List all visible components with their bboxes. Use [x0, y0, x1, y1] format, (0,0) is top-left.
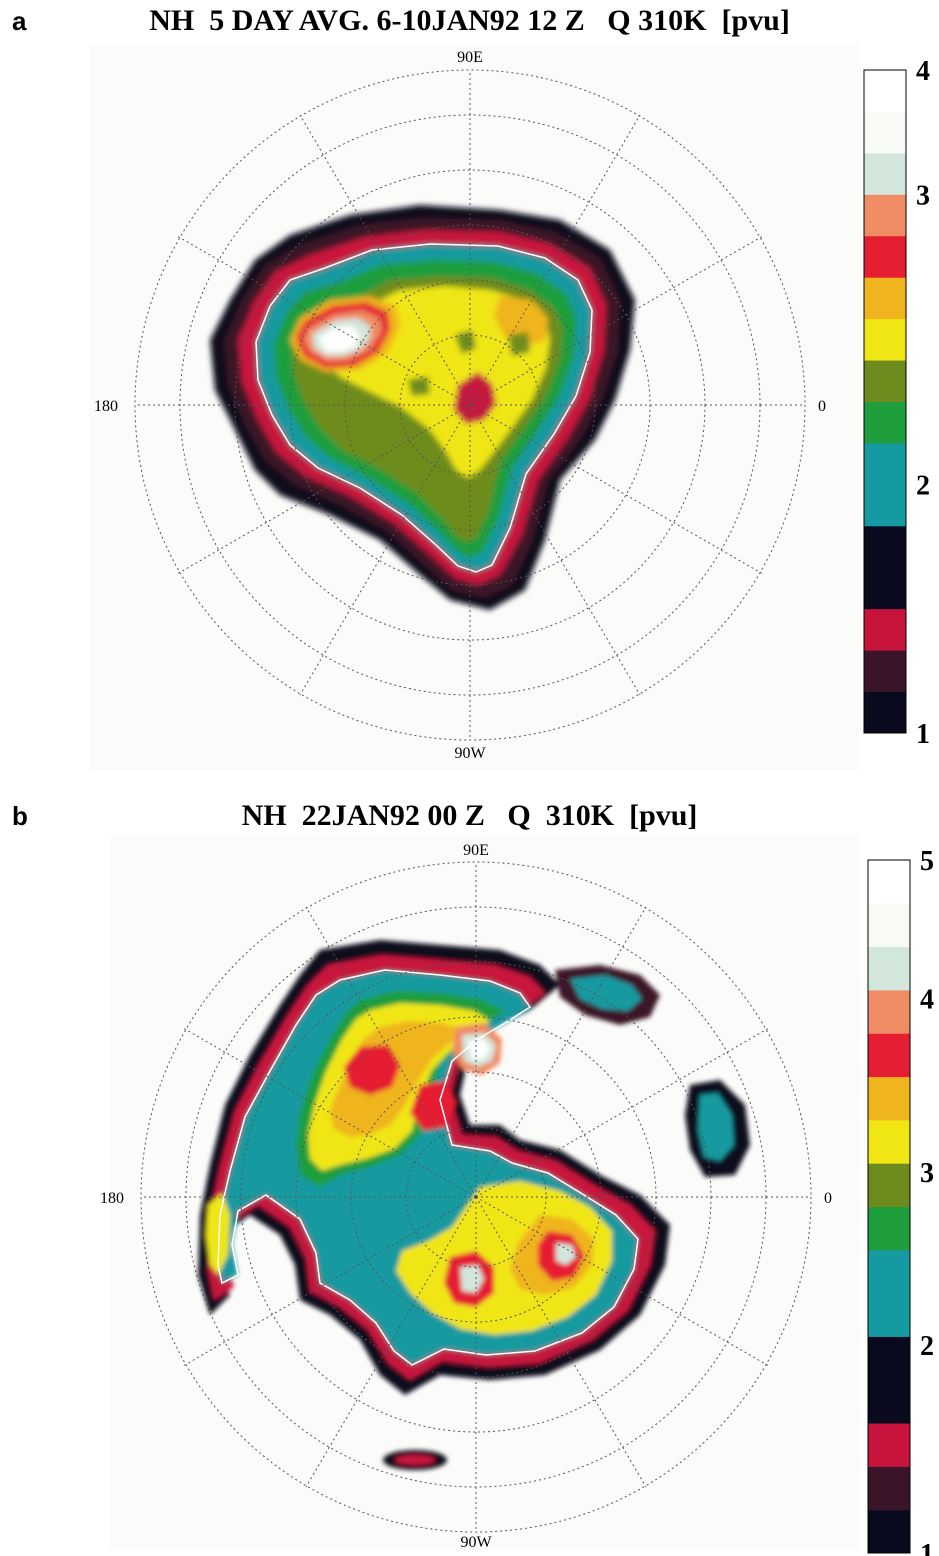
- lon-label-180: 180: [100, 1190, 124, 1207]
- colorbar-segment: [868, 989, 910, 1034]
- pv-contour-4: [318, 326, 360, 352]
- panel-a: a NH 5 DAY AVG. 6-10JAN92 12 Z Q 310K [p…: [12, 4, 930, 762]
- polar-map: 90E 180 0 90W 1 2 3 4: [94, 49, 930, 762]
- colorbar-segment: [864, 442, 906, 485]
- colorbar-segment: [868, 860, 910, 904]
- pv-low-spot-3: [408, 376, 430, 396]
- colorbar-frame: [867, 859, 911, 1554]
- pv-2-contour-line: [255, 243, 593, 573]
- colorbar: 1 2 3 4 5: [867, 846, 934, 1556]
- colorbar-segment: [868, 1206, 910, 1251]
- colorbar-segment: [864, 691, 906, 734]
- colorbar: 1 2 3 4: [863, 56, 930, 750]
- pv-field: [198, 940, 750, 1470]
- lon-label-0: 0: [824, 1190, 832, 1207]
- colorbar-segment: [868, 1379, 910, 1424]
- colorbar-segment: [868, 1466, 910, 1511]
- pv-ne-lobe-inner: [570, 975, 642, 1011]
- panel-letter: a: [12, 6, 27, 36]
- colorbar-segment: [864, 235, 906, 278]
- colorbar-segment: [864, 567, 906, 610]
- colorbar-segment: [864, 277, 906, 320]
- colorbar-segment: [864, 152, 906, 195]
- colorbar-tick-label: 2: [916, 470, 930, 501]
- colorbar-segment: [868, 1119, 910, 1164]
- colorbar-tick-label: 3: [920, 1158, 934, 1189]
- colorbar-tick-label: 1: [916, 719, 930, 750]
- colorbar-frame: [863, 69, 907, 734]
- colorbar-segment: [868, 1033, 910, 1078]
- colorbar-segment: [864, 360, 906, 402]
- panel-title: NH 5 DAY AVG. 6-10JAN92 12 Z Q 310K [pvu…: [149, 4, 790, 37]
- colorbar-tick-label: 5: [920, 846, 934, 877]
- polar-map: 90E 180 0 90W 1 2 3 4 5: [100, 835, 934, 1556]
- colorbar-segment: [864, 401, 906, 444]
- pv-west-arc: [206, 1193, 230, 1275]
- pv-contour-5: [468, 1039, 490, 1059]
- colorbar-segment: [868, 1293, 910, 1337]
- pv-contour-3: [494, 296, 548, 346]
- pv-2-contour-line: [217, 969, 639, 1366]
- pv-contour-5-south: [460, 1265, 484, 1293]
- colorbar-segment: [868, 1249, 910, 1294]
- colorbar-segment: [864, 650, 906, 693]
- lon-label-180: 180: [94, 398, 118, 415]
- lon-label-90e: 90E: [457, 49, 483, 66]
- pv-core-central: [454, 372, 496, 424]
- pv-low-spot-1: [455, 330, 476, 354]
- colorbar-tick-label: 3: [916, 180, 930, 211]
- pv-field: [210, 205, 635, 610]
- colorbar-segment: [868, 1076, 910, 1121]
- panel-title: NH 22JAN92 00 Z Q 310K [pvu]: [241, 799, 698, 832]
- colorbar-segment: [864, 608, 906, 651]
- colorbar-tick-label: 4: [916, 56, 930, 87]
- panel-b: b NH 22JAN92 00 Z Q 310K [pvu]: [0, 795, 939, 1556]
- colorbar-segment: [868, 946, 910, 991]
- lon-label-0: 0: [818, 398, 826, 415]
- lon-label-90e: 90E: [463, 842, 489, 859]
- pv-e-lobe-inner: [698, 1093, 734, 1161]
- polar-grid: [140, 861, 812, 1533]
- colorbar-segment: [868, 1423, 910, 1467]
- colorbar-segment: [864, 525, 906, 568]
- panel-letter: b: [12, 801, 28, 831]
- lon-label-90w: 90W: [460, 1534, 492, 1551]
- colorbar-tick-label: 4: [920, 985, 934, 1016]
- colorbar-segment: [868, 1336, 910, 1381]
- colorbar-segment: [868, 903, 910, 948]
- lon-label-90w: 90W: [454, 745, 486, 762]
- pv-small-ellipse-inner: [395, 1455, 435, 1465]
- colorbar-segment: [864, 318, 906, 361]
- pv-contour-4: [344, 1045, 400, 1095]
- colorbar-segment: [864, 484, 906, 527]
- colorbar-segment: [864, 70, 906, 112]
- colorbar-segment: [864, 194, 906, 237]
- colorbar-segment: [868, 1509, 910, 1554]
- colorbar-tick-label: 1: [920, 1539, 934, 1556]
- colorbar-tick-label: 2: [920, 1331, 934, 1362]
- pv-contour-5-southeast: [556, 1243, 576, 1265]
- colorbar-segment: [868, 1163, 910, 1207]
- colorbar-segment: [864, 111, 906, 154]
- polar-grid: [134, 69, 806, 741]
